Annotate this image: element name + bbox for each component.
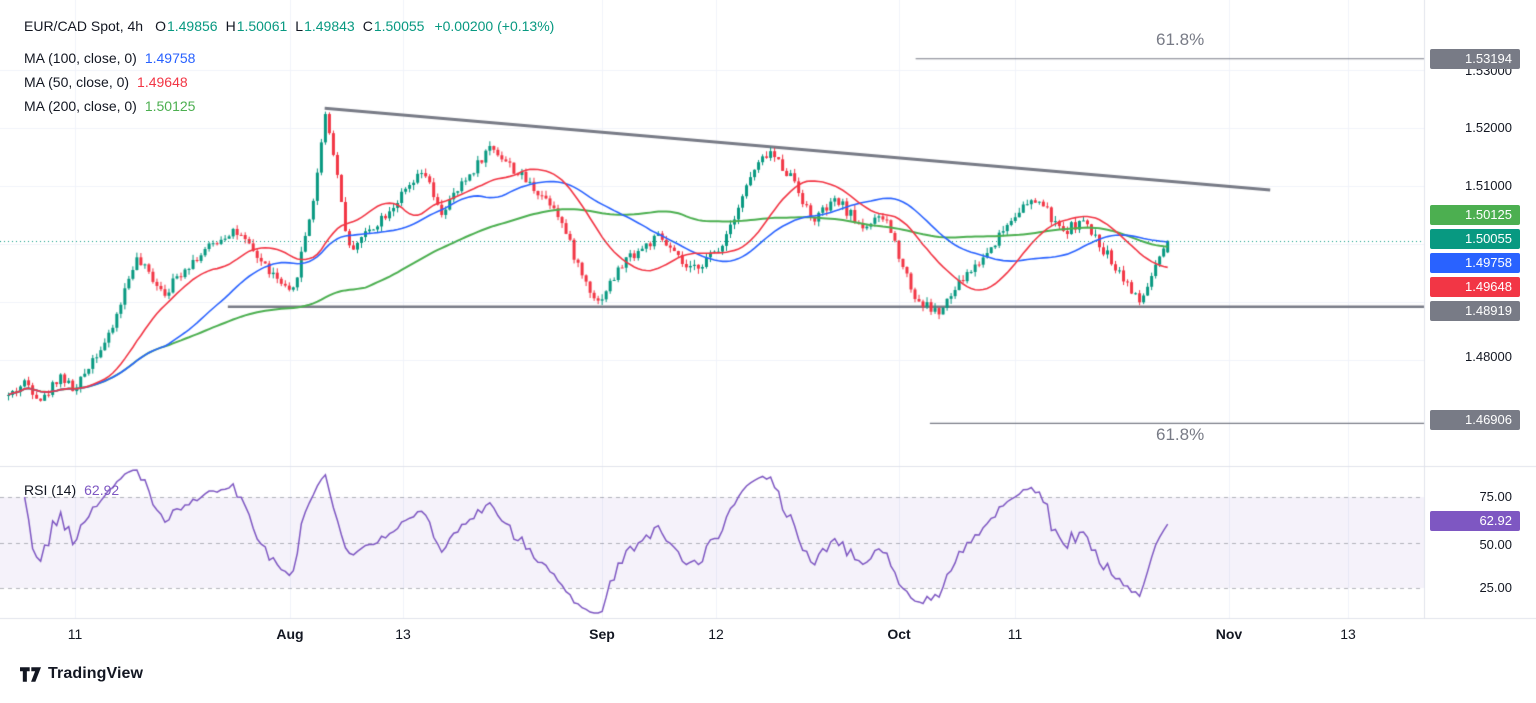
- price-badge: 1.46906: [1430, 410, 1520, 430]
- ma-legend-row: MA (200, close, 0) 1.50125: [24, 94, 554, 118]
- time-tick-label: 13: [1340, 626, 1356, 642]
- ohlc-letter: L: [295, 18, 304, 34]
- ohlc-pair: O1.49856: [155, 18, 218, 34]
- price-tick-label: 25.00: [1479, 580, 1512, 595]
- ohlc-number: 1.50055: [373, 18, 425, 34]
- price-badge: 1.50125: [1430, 205, 1520, 225]
- price-axis[interactable]: 1.53194 1.53000 1.52000 1.51000 1.50125 1.500…: [1424, 0, 1536, 618]
- time-tick-label: 11: [1007, 626, 1023, 642]
- time-tick-label: 11: [67, 626, 83, 642]
- ohlc-number: 1.49843: [304, 18, 355, 34]
- time-tick-label: Oct: [887, 626, 911, 642]
- time-tick-label: 12: [708, 626, 724, 642]
- change-value: +0.00200 (+0.13%): [434, 18, 555, 34]
- price-badge: 1.48919: [1430, 301, 1520, 321]
- ohlc-pair: H1.50061: [226, 18, 288, 34]
- ma-row-label: MA (50, close, 0): [24, 74, 130, 90]
- time-tick-label: Nov: [1215, 626, 1243, 642]
- rsi-legend: RSI (14) 62.92: [24, 478, 119, 502]
- time-tick-label: Aug: [276, 626, 304, 642]
- rsi-label: RSI (14): [24, 482, 77, 498]
- price-badge: 1.49648: [1430, 277, 1520, 297]
- rsi-value: 62.92: [84, 482, 120, 498]
- ma-legend-row: MA (50, close, 0) 1.49648: [24, 70, 554, 94]
- ma-legend-row: MA (100, close, 0) 1.49758: [24, 46, 554, 70]
- time-tick-label: Sep: [589, 626, 615, 642]
- price-badge: 1.53194: [1430, 49, 1520, 69]
- price-tick-label: 1.52000: [1465, 120, 1512, 135]
- price-badge: 62.92: [1430, 511, 1520, 531]
- ohlc-values: O1.49856 H1.50061 L1.49843 C1.50055: [155, 18, 432, 34]
- ma-row-value: 1.50125: [144, 98, 196, 114]
- ma-row-label: MA (100, close, 0): [24, 50, 137, 66]
- tradingview-logo-icon: [20, 666, 41, 683]
- ma-row-value: 1.49758: [144, 50, 196, 66]
- ohlc-number: 1.50061: [236, 18, 288, 34]
- price-tick-label: 1.51000: [1465, 178, 1512, 193]
- legend-ohlc-row: EUR/CAD Spot, 4h O1.49856 H1.50061 L1.49843…: [24, 14, 554, 38]
- price-tick-label: 1.48000: [1465, 349, 1512, 364]
- main-legend: EUR/CAD Spot, 4h O1.49856 H1.50061 L1.49843…: [24, 14, 554, 118]
- price-tick-label: 50.00: [1479, 537, 1512, 552]
- time-tick-label: 13: [395, 626, 411, 642]
- ohlc-pair: L1.49843: [295, 18, 354, 34]
- price-badge: 1.49758: [1430, 253, 1520, 273]
- time-axis[interactable]: 11 Aug 13 Sep 12 Oct 11 Nov 13: [0, 620, 1424, 648]
- ma-row-label: MA (200, close, 0): [24, 98, 137, 114]
- ma-row-value: 1.49648: [137, 74, 188, 90]
- ma-legend-rows: MA (100, close, 0) 1.49758 MA (50, close, …: [24, 46, 554, 118]
- ohlc-letter: C: [362, 18, 373, 34]
- price-tick-label: 75.00: [1479, 489, 1512, 504]
- ohlc-pair: C1.50055: [363, 18, 425, 34]
- price-badge: 1.50055: [1430, 229, 1520, 249]
- tradingview-logo-text: TradingView: [48, 665, 144, 682]
- symbol-title: EUR/CAD Spot, 4h: [24, 18, 144, 34]
- tradingview-logo-link[interactable]: TradingView: [20, 665, 143, 683]
- ohlc-number: 1.49856: [166, 18, 218, 34]
- ohlc-letter: H: [225, 18, 236, 34]
- fib-lower-label: 61.8%: [1156, 425, 1205, 444]
- ohlc-letter: O: [155, 18, 166, 34]
- fib-upper-label: 61.8%: [1156, 30, 1205, 49]
